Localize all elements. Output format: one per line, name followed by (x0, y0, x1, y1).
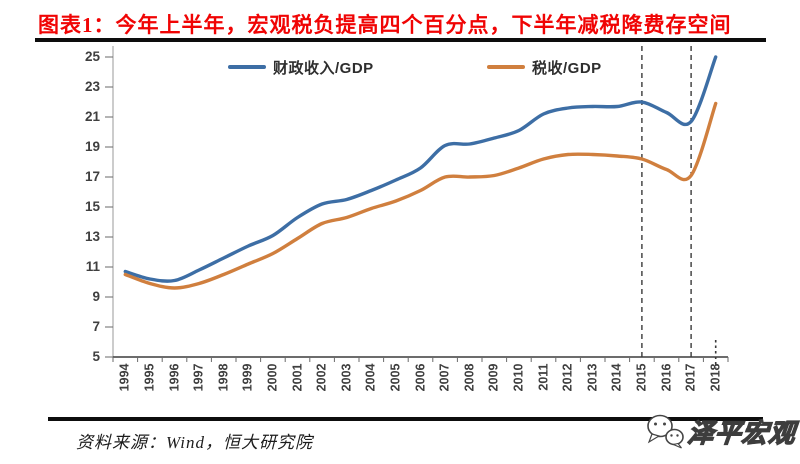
legend-label-tax-gdp: 税收/GDP (532, 59, 602, 77)
x-axis-label: 2008 (462, 363, 477, 392)
x-axis-label: 2017 (683, 363, 698, 392)
y-axis-label: 17 (84, 169, 100, 184)
brand-logo: 泽平宏观 (645, 412, 798, 450)
source-note: 资料来源：Wind，恒大研究院 (76, 433, 313, 452)
legend-swatch-tax-gdp (487, 65, 525, 69)
x-axis-label: 2014 (609, 363, 624, 392)
legend-label-fiscal-revenue-gdp: 财政收入/GDP (273, 59, 374, 77)
series-line-fiscal-revenue-gdp (123, 55, 718, 283)
x-axis-label: 2013 (585, 363, 600, 392)
y-axis-label: 5 (92, 349, 100, 364)
footer-divider (48, 417, 763, 421)
x-axis-label: 1998 (216, 363, 231, 392)
wechat-icon (647, 414, 684, 449)
y-axis-label: 9 (92, 289, 100, 304)
x-axis-label: 2010 (511, 363, 526, 392)
x-axis-label: 1994 (117, 363, 132, 392)
y-axis-label: 15 (84, 199, 100, 214)
x-axis-label: 2002 (314, 363, 329, 392)
x-axis-label: 2000 (265, 363, 280, 392)
x-axis-label: 2005 (388, 363, 403, 392)
y-axis-label: 25 (84, 49, 100, 64)
x-axis-label: 2007 (437, 363, 452, 392)
chart-title: 图表1：今年上半年，宏观税负提高四个百分点，下半年减税降费存空间 (38, 13, 732, 37)
legend-item-fiscal-revenue-gdp: 财政收入/GDP (228, 58, 374, 77)
y-axis-label: 11 (85, 259, 100, 274)
x-axis-label: 1995 (142, 363, 157, 392)
legend-swatch-fiscal-revenue-gdp (228, 65, 266, 69)
x-axis-label: 2011 (536, 363, 550, 391)
x-axis-label: 2004 (363, 363, 378, 392)
x-axis-label: 2001 (290, 363, 304, 392)
x-axis-label: 2015 (634, 363, 649, 392)
x-axis-label: 2009 (486, 363, 501, 392)
title-divider (35, 38, 766, 42)
brand-logo-text: 泽平宏观 (686, 417, 798, 448)
legend-item-tax-gdp: 税收/GDP (487, 58, 602, 77)
x-axis-label: 1999 (240, 363, 255, 392)
series-line-tax-gdp (123, 101, 718, 290)
x-axis-label: 2006 (413, 363, 427, 392)
y-axis-label: 7 (92, 319, 100, 334)
x-axis-label: 2003 (339, 363, 354, 392)
y-axis-label: 13 (84, 229, 100, 244)
x-axis-label: 2018 (708, 363, 723, 392)
y-axis-label: 23 (84, 79, 100, 94)
y-axis-label: 19 (84, 139, 100, 154)
x-axis-label: 1997 (191, 363, 206, 392)
y-axis-label: 21 (84, 109, 100, 124)
x-axis-label: 1996 (167, 363, 181, 392)
x-axis-label: 2012 (560, 363, 575, 392)
x-axis-label: 2016 (659, 363, 673, 392)
